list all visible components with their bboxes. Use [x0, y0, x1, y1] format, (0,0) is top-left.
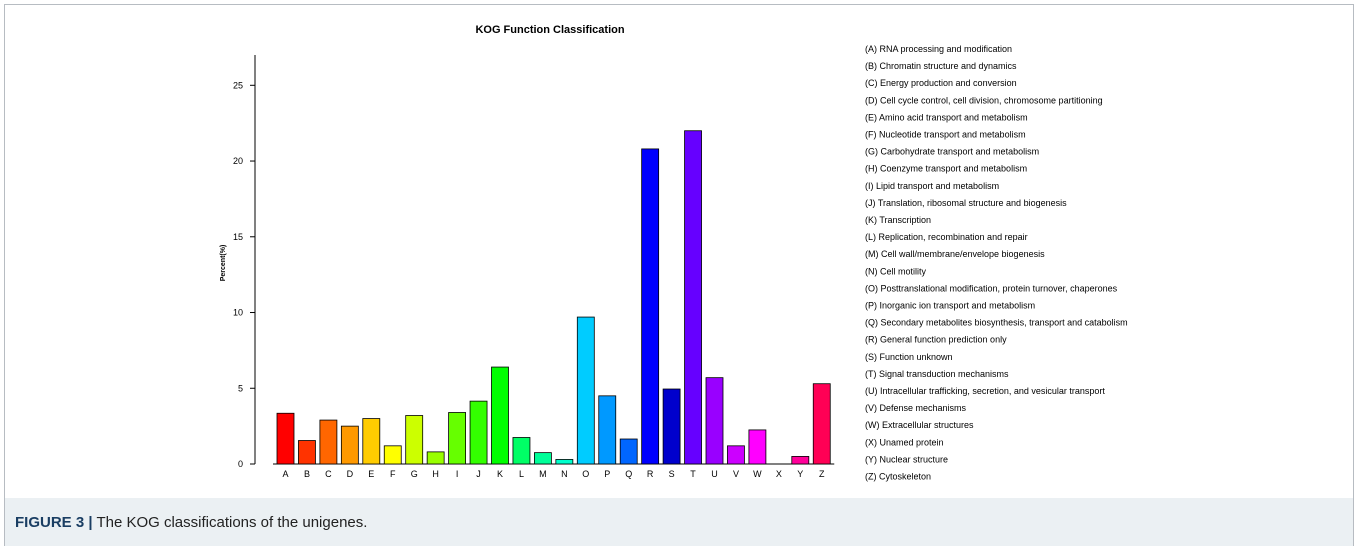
legend-entry: (W) Extracellular structures: [865, 420, 974, 430]
y-tick-label: 20: [233, 156, 243, 166]
x-tick-label: W: [753, 469, 762, 479]
x-tick-label: O: [582, 469, 589, 479]
legend-entry: (D) Cell cycle control, cell division, c…: [865, 95, 1103, 105]
chart-title: KOG Function Classification: [475, 24, 624, 36]
x-tick-label: E: [368, 469, 374, 479]
x-tick-label: H: [432, 469, 439, 479]
legend-entry: (Z) Cytoskeleton: [865, 472, 931, 482]
y-tick-label: 25: [233, 80, 243, 90]
x-tick-label: U: [711, 469, 718, 479]
legend-entry: (P) Inorganic ion transport and metaboli…: [865, 301, 1035, 311]
x-tick-label: G: [411, 469, 418, 479]
x-tick-label: L: [519, 469, 524, 479]
bar-H: [426, 451, 445, 465]
y-tick-label: 15: [233, 232, 243, 242]
legend-entry: (G) Carbohydrate transport and metabolis…: [865, 147, 1039, 157]
x-tick-label: B: [304, 469, 310, 479]
legend-entry: (V) Defense mechanisms: [865, 403, 967, 413]
x-tick-label: K: [497, 469, 503, 479]
bar-T: [684, 130, 702, 465]
legend-entry: (X) Unamed protein: [865, 437, 944, 447]
legend-entry: (A) RNA processing and modification: [865, 44, 1012, 54]
bar-K: [491, 366, 509, 465]
bar-J: [469, 400, 488, 465]
x-tick-label: Y: [797, 469, 803, 479]
bar-O: [576, 316, 595, 465]
x-tick-label: C: [325, 469, 332, 479]
bar-G: [405, 415, 424, 465]
x-tick-label: T: [690, 469, 696, 479]
x-tick-label: Z: [819, 469, 825, 479]
x-tick-label: X: [776, 469, 782, 479]
caption-text: The KOG classifications of the unigenes.: [96, 514, 368, 531]
bar-R: [641, 148, 660, 465]
x-tick-label: A: [282, 469, 288, 479]
legend-entry: (M) Cell wall/membrane/envelope biogenes…: [865, 249, 1045, 259]
bar-L: [512, 437, 531, 465]
x-tick-label: V: [733, 469, 739, 479]
bar-Z: [812, 383, 831, 465]
bar-A: [276, 412, 295, 465]
legend-entry: (B) Chromatin structure and dynamics: [865, 61, 1017, 71]
legend-entry: (N) Cell motility: [865, 266, 927, 276]
legend-entry: (R) General function prediction only: [865, 335, 1007, 345]
bar-D: [340, 425, 359, 465]
x-tick-label: J: [476, 469, 481, 479]
bar-W: [748, 429, 767, 465]
legend-entry: (H) Coenzyme transport and metabolism: [865, 164, 1027, 174]
legend-entry: (L) Replication, recombination and repai…: [865, 232, 1028, 242]
legend-entry: (Y) Nuclear structure: [865, 454, 948, 464]
x-tick-label: Q: [625, 469, 632, 479]
bar-P: [598, 395, 617, 465]
bar-E: [362, 418, 381, 465]
bar-I: [448, 412, 467, 465]
kog-bar-chart: KOG Function Classification 0 5 10 15 20 25 Per…: [220, 24, 1128, 482]
figure-frame: KOG Function Classification 0 5 10 15 20 25 Per…: [4, 4, 1354, 546]
legend-entry: (C) Energy production and conversion: [865, 78, 1017, 88]
y-tick-label: 0: [238, 459, 243, 469]
bar-U: [705, 377, 724, 465]
x-tick-label: I: [456, 469, 459, 479]
caption-band: FIGURE 3 | The KOG classifications of th…: [5, 498, 1353, 546]
bar-Y: [791, 456, 810, 465]
bar-S: [662, 388, 681, 465]
bar-C: [319, 419, 338, 465]
x-tick-label: P: [604, 469, 610, 479]
y-axis-label: Percent(%): [220, 245, 227, 282]
legend-entry: (I) Lipid transport and metabolism: [865, 181, 999, 191]
x-tick-label: N: [561, 469, 568, 479]
legend-entry: (T) Signal transduction mechanisms: [865, 369, 1009, 379]
bar-M: [534, 452, 552, 465]
bar-N: [555, 459, 574, 465]
figure-caption: FIGURE 3 | The KOG classifications of th…: [15, 514, 367, 531]
legend-entry: (O) Posttranslational modification, prot…: [865, 283, 1118, 293]
legend-entry: (F) Nucleotide transport and metabolism: [865, 130, 1026, 140]
legend-entry: (S) Function unknown: [865, 352, 953, 362]
bar-Q: [619, 438, 638, 465]
legend-entry: (Q) Secondary metabolites biosynthesis, …: [865, 318, 1128, 328]
x-tick-label: D: [347, 469, 354, 479]
legend-entry: (E) Amino acid transport and metabolism: [865, 112, 1028, 122]
legend-entry: (J) Translation, ribosomal structure and…: [865, 198, 1067, 208]
caption-label: FIGURE 3 |: [15, 514, 93, 531]
bar-V: [727, 445, 745, 465]
legend-entry: (U) Intracellular trafficking, secretion…: [865, 386, 1105, 396]
x-tick-label: R: [647, 469, 654, 479]
bar-B: [298, 440, 316, 465]
x-tick-label: F: [390, 469, 396, 479]
y-tick-label: 5: [238, 383, 243, 393]
x-tick-label: S: [669, 469, 675, 479]
legend-entry: (K) Transcription: [865, 215, 931, 225]
x-tick-label: M: [539, 469, 547, 479]
y-tick-label: 10: [233, 308, 243, 318]
bar-F: [383, 445, 402, 465]
